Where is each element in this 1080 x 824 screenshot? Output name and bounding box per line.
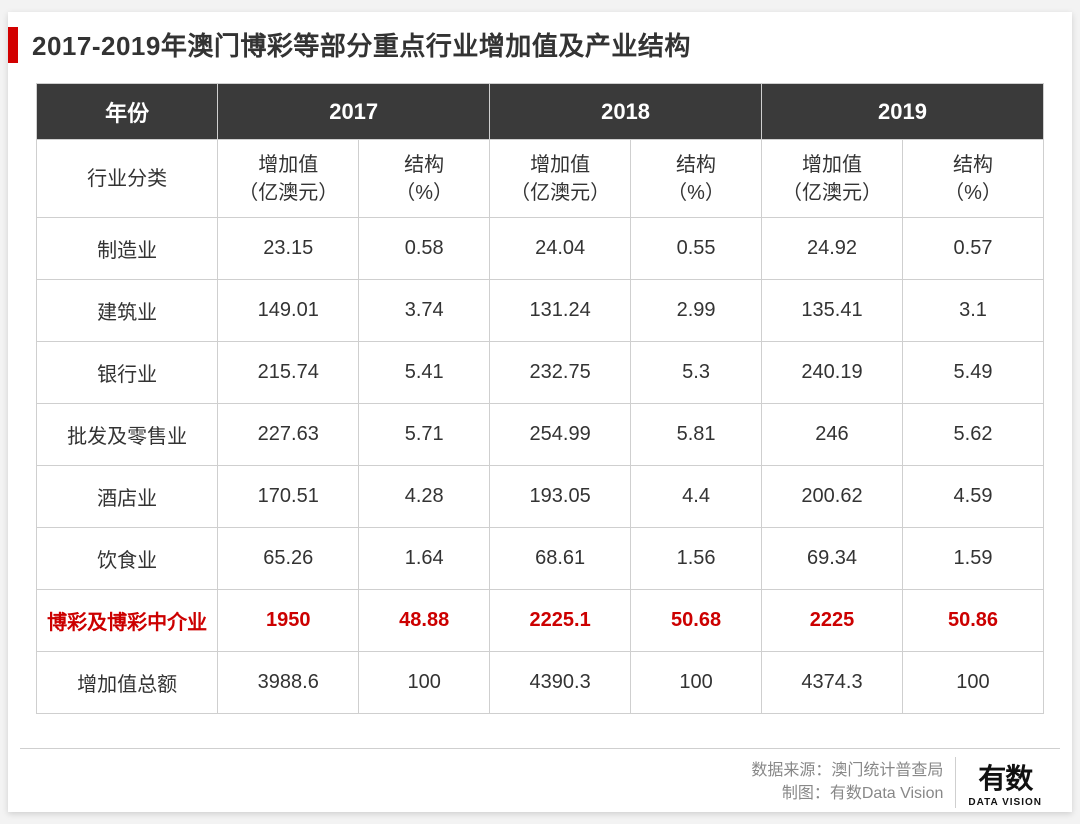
chart-title: 2017-2019年澳门博彩等部分重点行业增加值及产业结构: [32, 26, 691, 63]
sub-header-value: 增加值（亿澳元）: [490, 140, 631, 218]
cell-v17: 149.01: [218, 280, 359, 342]
content-card: 2017-2019年澳门博彩等部分重点行业增加值及产业结构 年份 2017 20…: [8, 12, 1072, 812]
cell-s19: 100: [902, 652, 1043, 714]
cell-s18: 5.81: [631, 404, 762, 466]
sub-header-value: 增加值（亿澳元）: [762, 140, 903, 218]
cell-s19: 0.57: [902, 218, 1043, 280]
cell-s17: 5.71: [359, 404, 490, 466]
accent-bar: [8, 27, 18, 63]
col-header-category: 行业分类: [37, 140, 218, 218]
cell-s18: 0.55: [631, 218, 762, 280]
table-row: 银行业215.745.41232.755.3240.195.49: [37, 342, 1044, 404]
cell-v18: 254.99: [490, 404, 631, 466]
sub-header-share: 结构（%）: [359, 140, 490, 218]
row-label: 建筑业: [37, 280, 218, 342]
cell-s17: 4.28: [359, 466, 490, 528]
cell-v19: 200.62: [762, 466, 903, 528]
col-header-2018: 2018: [490, 84, 762, 140]
cell-s18: 50.68: [631, 590, 762, 652]
credit-value: 有数Data Vision: [830, 785, 944, 802]
cell-s18: 100: [631, 652, 762, 714]
cell-v18: 4390.3: [490, 652, 631, 714]
cell-s17: 5.41: [359, 342, 490, 404]
col-header-2019: 2019: [762, 84, 1044, 140]
cell-v18: 193.05: [490, 466, 631, 528]
cell-v17: 3988.6: [218, 652, 359, 714]
cell-v17: 170.51: [218, 466, 359, 528]
table-container: 年份 2017 2018 2019 行业分类 增加值（亿澳元） 结构（%） 增加…: [8, 83, 1072, 736]
row-label: 制造业: [37, 218, 218, 280]
row-label: 酒店业: [37, 466, 218, 528]
cell-s19: 3.1: [902, 280, 1043, 342]
cell-v18: 232.75: [490, 342, 631, 404]
cell-s17: 48.88: [359, 590, 490, 652]
footer-source: 数据来源：澳门统计普查局: [751, 760, 943, 782]
cell-s17: 1.64: [359, 528, 490, 590]
cell-s19: 5.49: [902, 342, 1043, 404]
cell-v17: 65.26: [218, 528, 359, 590]
source-value: 澳门统计普查局: [831, 762, 943, 779]
table-row: 饮食业65.261.6468.611.5669.341.59: [37, 528, 1044, 590]
cell-s17: 0.58: [359, 218, 490, 280]
cell-v17: 227.63: [218, 404, 359, 466]
footer: 数据来源：澳门统计普查局 制图：有数Data Vision 有数 DATA VI…: [20, 748, 1060, 812]
sub-header-share: 结构（%）: [902, 140, 1043, 218]
cell-v17: 215.74: [218, 342, 359, 404]
row-label: 增加值总额: [37, 652, 218, 714]
cell-v19: 2225: [762, 590, 903, 652]
source-label: 数据来源：: [751, 762, 831, 779]
col-header-year: 年份: [37, 84, 218, 140]
sub-header-value: 增加值（亿澳元）: [218, 140, 359, 218]
table-row: 建筑业149.013.74131.242.99135.413.1: [37, 280, 1044, 342]
cell-s18: 5.3: [631, 342, 762, 404]
credit-label: 制图：: [782, 785, 830, 802]
cell-s19: 50.86: [902, 590, 1043, 652]
row-label: 批发及零售业: [37, 404, 218, 466]
cell-s17: 100: [359, 652, 490, 714]
cell-v19: 135.41: [762, 280, 903, 342]
cell-v19: 24.92: [762, 218, 903, 280]
table-row: 酒店业170.514.28193.054.4200.624.59: [37, 466, 1044, 528]
table-row: 增加值总额3988.61004390.31004374.3100: [37, 652, 1044, 714]
header-row-sub: 行业分类 增加值（亿澳元） 结构（%） 增加值（亿澳元） 结构（%） 增加值（亿…: [37, 140, 1044, 218]
cell-v19: 240.19: [762, 342, 903, 404]
table-body: 制造业23.150.5824.040.5524.920.57建筑业149.013…: [37, 218, 1044, 714]
cell-s19: 1.59: [902, 528, 1043, 590]
logo: 有数 DATA VISION: [955, 757, 1042, 808]
logo-sub-text: DATA VISION: [968, 797, 1042, 808]
cell-v18: 2225.1: [490, 590, 631, 652]
cell-v19: 4374.3: [762, 652, 903, 714]
table-row: 批发及零售业227.635.71254.995.812465.62: [37, 404, 1044, 466]
cell-v18: 68.61: [490, 528, 631, 590]
footer-text: 数据来源：澳门统计普查局 制图：有数Data Vision: [751, 760, 943, 805]
table-row: 制造业23.150.5824.040.5524.920.57: [37, 218, 1044, 280]
cell-v19: 246: [762, 404, 903, 466]
cell-s19: 4.59: [902, 466, 1043, 528]
cell-s17: 3.74: [359, 280, 490, 342]
cell-s18: 1.56: [631, 528, 762, 590]
cell-v18: 24.04: [490, 218, 631, 280]
cell-s18: 2.99: [631, 280, 762, 342]
col-header-2017: 2017: [218, 84, 490, 140]
title-bar: 2017-2019年澳门博彩等部分重点行业增加值及产业结构: [8, 12, 1072, 83]
header-row-years: 年份 2017 2018 2019: [37, 84, 1044, 140]
row-label: 饮食业: [37, 528, 218, 590]
cell-v17: 1950: [218, 590, 359, 652]
sub-header-share: 结构（%）: [631, 140, 762, 218]
cell-s18: 4.4: [631, 466, 762, 528]
table-row: 博彩及博彩中介业195048.882225.150.68222550.86: [37, 590, 1044, 652]
footer-credit: 制图：有数Data Vision: [751, 783, 943, 805]
row-label: 银行业: [37, 342, 218, 404]
logo-main-text: 有数: [978, 757, 1032, 797]
row-label: 博彩及博彩中介业: [37, 590, 218, 652]
cell-s19: 5.62: [902, 404, 1043, 466]
cell-v19: 69.34: [762, 528, 903, 590]
industry-table: 年份 2017 2018 2019 行业分类 增加值（亿澳元） 结构（%） 增加…: [36, 83, 1044, 714]
cell-v18: 131.24: [490, 280, 631, 342]
cell-v17: 23.15: [218, 218, 359, 280]
